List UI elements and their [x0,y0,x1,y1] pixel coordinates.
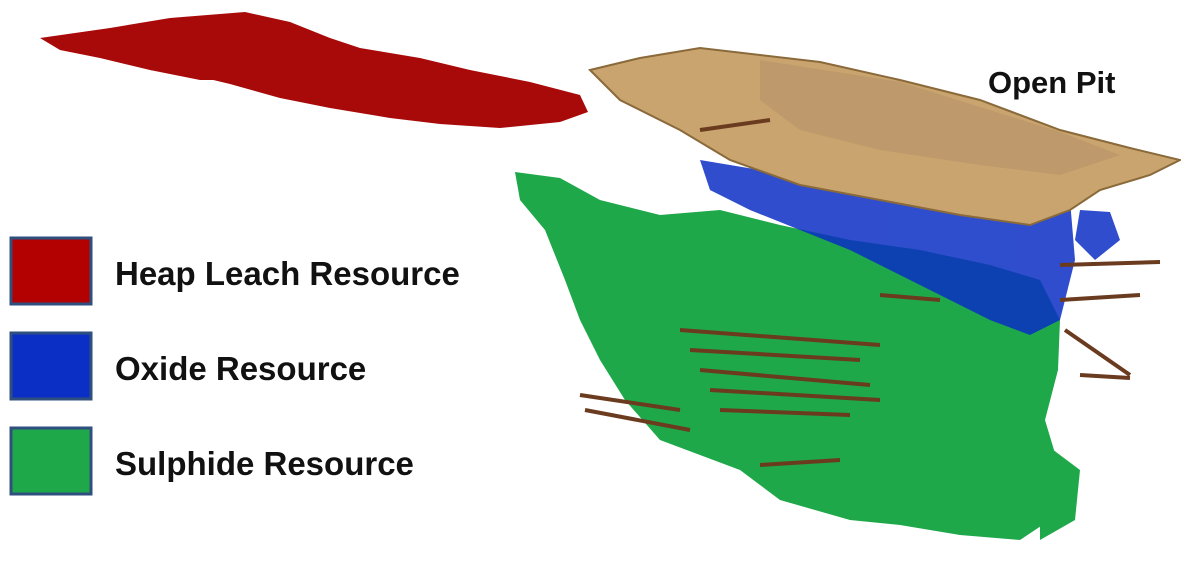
legend: Heap Leach Resource Oxide Resource Sulphid… [9,236,460,496]
drill-holes [579,118,1161,467]
legend-label: Heap Leach Resource [115,255,460,292]
legend-label: Sulphide Resource [115,445,414,482]
heap-leach-body [40,12,588,128]
open-pit-label: Open Pit [988,65,1115,100]
legend-swatch [9,426,93,496]
legend-swatch [9,331,93,401]
open-pit [588,46,1181,227]
legend-swatch [9,236,93,306]
legend-label: Oxide Resource [115,350,366,387]
